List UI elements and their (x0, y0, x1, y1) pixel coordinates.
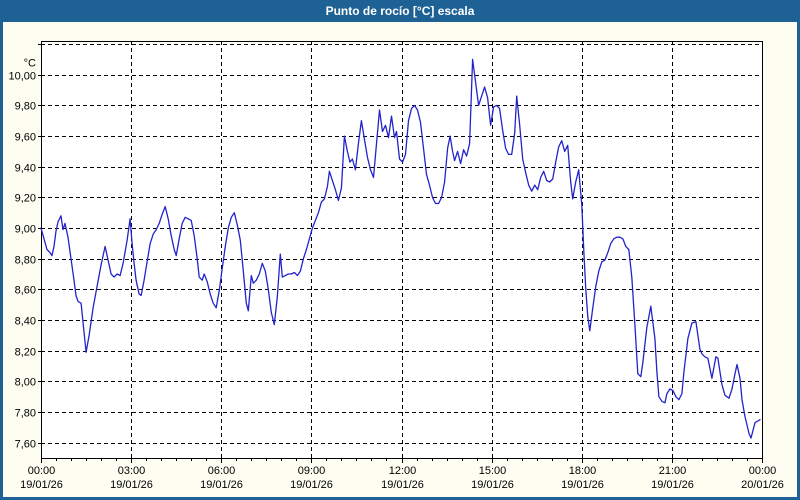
chart-title: Punto de rocío [°C] escala (325, 4, 475, 18)
title-bar: Punto de rocío [°C] escala (0, 0, 800, 22)
x-tick-date-label: 19/01/26 (561, 479, 604, 491)
plot-area (41, 41, 762, 458)
x-gridlines-and-labels: 00:00 19/01/26 03:00 19/01/26 06:00 19/01/26 0… (20, 41, 784, 491)
x-tick-date-label: 19/01/26 (200, 479, 243, 491)
x-tick-date-label: 19/01/26 (381, 479, 424, 491)
x-tick-date-label: 20/01/26 (741, 479, 784, 491)
y-tick-label: 10,00 (8, 71, 36, 83)
x-tick-time-label: 06:00 (208, 465, 236, 477)
chart-panel: 10,00 9,80 9,60 9,40 9,20 9,00 8,80 8,60 8,40 8,2… (3, 22, 797, 497)
y-tick-label: 8,60 (15, 285, 36, 297)
y-tick-label: 9,20 (15, 193, 36, 205)
y-tick-label: 7,80 (15, 408, 36, 420)
x-tick-time-label: 15:00 (479, 465, 507, 477)
y-gridlines-and-labels: 10,00 9,80 9,60 9,40 9,20 9,00 8,80 8,60 8,40 8,2… (8, 44, 762, 451)
y-tick-label: 8,80 (15, 255, 36, 267)
y-tick-label: 8,00 (15, 377, 36, 389)
x-tick-date-label: 19/01/26 (471, 479, 514, 491)
x-tick-date-label: 19/01/26 (651, 479, 694, 491)
x-tick-time-label: 00:00 (749, 465, 777, 477)
x-tick-time-label: 18:00 (569, 465, 597, 477)
x-tick-date-label: 19/01/26 (110, 479, 153, 491)
y-tick-label: 9,60 (15, 132, 36, 144)
x-tick-date-label: 19/01/26 (20, 479, 63, 491)
x-tick-time-label: 21:00 (659, 465, 687, 477)
y-tick-label: 7,60 (15, 439, 36, 451)
chart-canvas: 10,00 9,80 9,60 9,40 9,20 9,00 8,80 8,60 8,40 8,2… (8, 41, 784, 491)
x-tick-time-label: 03:00 (118, 465, 146, 477)
x-tick-time-label: 00:00 (28, 465, 56, 477)
series-line (40, 58, 761, 439)
x-tick-date-label: 19/01/26 (290, 479, 333, 491)
y-tick-label: 8,20 (15, 347, 36, 359)
y-tick-label: 9,00 (15, 224, 36, 236)
y-tick-label: 8,40 (15, 316, 36, 328)
x-tick-time-label: 09:00 (298, 465, 326, 477)
y-tick-label: 9,40 (15, 163, 36, 175)
plot-border (41, 41, 763, 459)
x-tick-time-label: 12:00 (389, 465, 417, 477)
y-tick-label: 9,80 (15, 101, 36, 113)
y-axis-unit-label: °C (24, 57, 36, 69)
